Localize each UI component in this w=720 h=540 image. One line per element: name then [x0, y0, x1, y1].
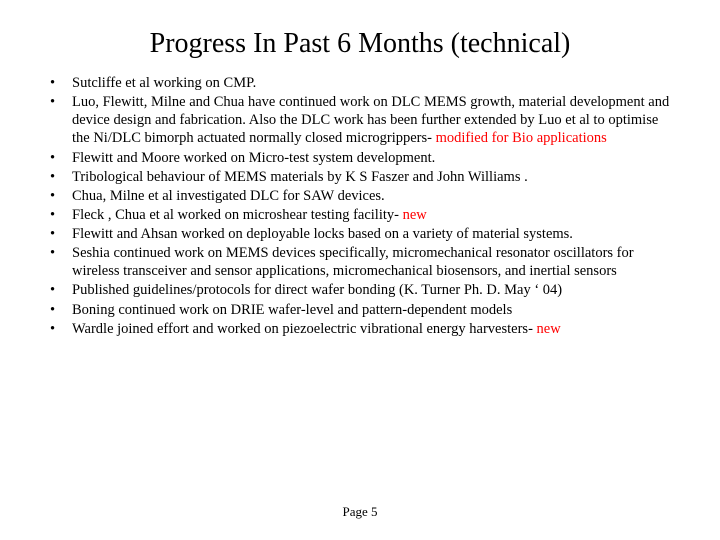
bullet-icon: • — [48, 168, 72, 186]
list-item: •Chua, Milne et al investigated DLC for … — [48, 187, 672, 205]
list-item-main: Flewitt and Moore worked on Micro-test s… — [72, 150, 435, 166]
list-item-main: Sutcliffe et al working on CMP. — [72, 75, 256, 91]
bullet-icon: • — [48, 206, 72, 224]
list-item: •Fleck , Chua et al worked on microshear… — [48, 206, 672, 224]
list-item-text: Fleck , Chua et al worked on microshear … — [72, 206, 672, 224]
bullet-icon: • — [48, 187, 72, 205]
list-item-text: Flewitt and Ahsan worked on deployable l… — [72, 225, 672, 243]
list-item-text: Wardle joined effort and worked on piezo… — [72, 320, 672, 338]
list-item-text: Sutcliffe et al working on CMP. — [72, 74, 672, 92]
list-item-main: Flewitt and Ahsan worked on deployable l… — [72, 226, 573, 242]
list-item-text: Chua, Milne et al investigated DLC for S… — [72, 187, 672, 205]
bullet-list: •Sutcliffe et al working on CMP.•Luo, Fl… — [48, 74, 672, 338]
list-item: •Flewitt and Moore worked on Micro-test … — [48, 149, 672, 167]
list-item-text: Published guidelines/protocols for direc… — [72, 281, 672, 299]
list-item-main: Tribological behaviour of MEMS materials… — [72, 169, 528, 185]
list-item-text: Flewitt and Moore worked on Micro-test s… — [72, 149, 672, 167]
list-item-main: Wardle joined effort and worked on piezo… — [72, 321, 533, 337]
list-item-text: Luo, Flewitt, Milne and Chua have contin… — [72, 93, 672, 147]
bullet-icon: • — [48, 320, 72, 338]
list-item: •Seshia continued work on MEMS devices s… — [48, 244, 672, 280]
list-item: •Sutcliffe et al working on CMP. — [48, 74, 672, 92]
list-item-main: Seshia continued work on MEMS devices sp… — [72, 245, 634, 279]
bullet-icon: • — [48, 74, 72, 92]
bullet-icon: • — [48, 281, 72, 299]
page-footer: Page 5 — [0, 504, 720, 520]
slide: Progress In Past 6 Months (technical) •S… — [0, 0, 720, 338]
list-item: •Flewitt and Ahsan worked on deployable … — [48, 225, 672, 243]
list-item-main: Boning continued work on DRIE wafer-leve… — [72, 302, 512, 318]
list-item: •Tribological behaviour of MEMS material… — [48, 168, 672, 186]
bullet-icon: • — [48, 149, 72, 167]
list-item-main: Fleck , Chua et al worked on microshear … — [72, 207, 399, 223]
slide-title: Progress In Past 6 Months (technical) — [48, 28, 672, 60]
list-item-text: Seshia continued work on MEMS devices sp… — [72, 244, 672, 280]
list-item-highlight: modified for Bio applications — [432, 130, 607, 146]
list-item: •Boning continued work on DRIE wafer-lev… — [48, 301, 672, 319]
list-item-text: Tribological behaviour of MEMS materials… — [72, 168, 672, 186]
list-item-main: Published guidelines/protocols for direc… — [72, 282, 562, 298]
bullet-icon: • — [48, 244, 72, 280]
list-item-highlight: new — [533, 321, 561, 337]
list-item: •Wardle joined effort and worked on piez… — [48, 320, 672, 338]
bullet-icon: • — [48, 301, 72, 319]
bullet-icon: • — [48, 225, 72, 243]
list-item-text: Boning continued work on DRIE wafer-leve… — [72, 301, 672, 319]
bullet-icon: • — [48, 93, 72, 147]
list-item: •Published guidelines/protocols for dire… — [48, 281, 672, 299]
list-item-main: Chua, Milne et al investigated DLC for S… — [72, 188, 385, 204]
list-item-highlight: new — [399, 207, 427, 223]
list-item: •Luo, Flewitt, Milne and Chua have conti… — [48, 93, 672, 147]
